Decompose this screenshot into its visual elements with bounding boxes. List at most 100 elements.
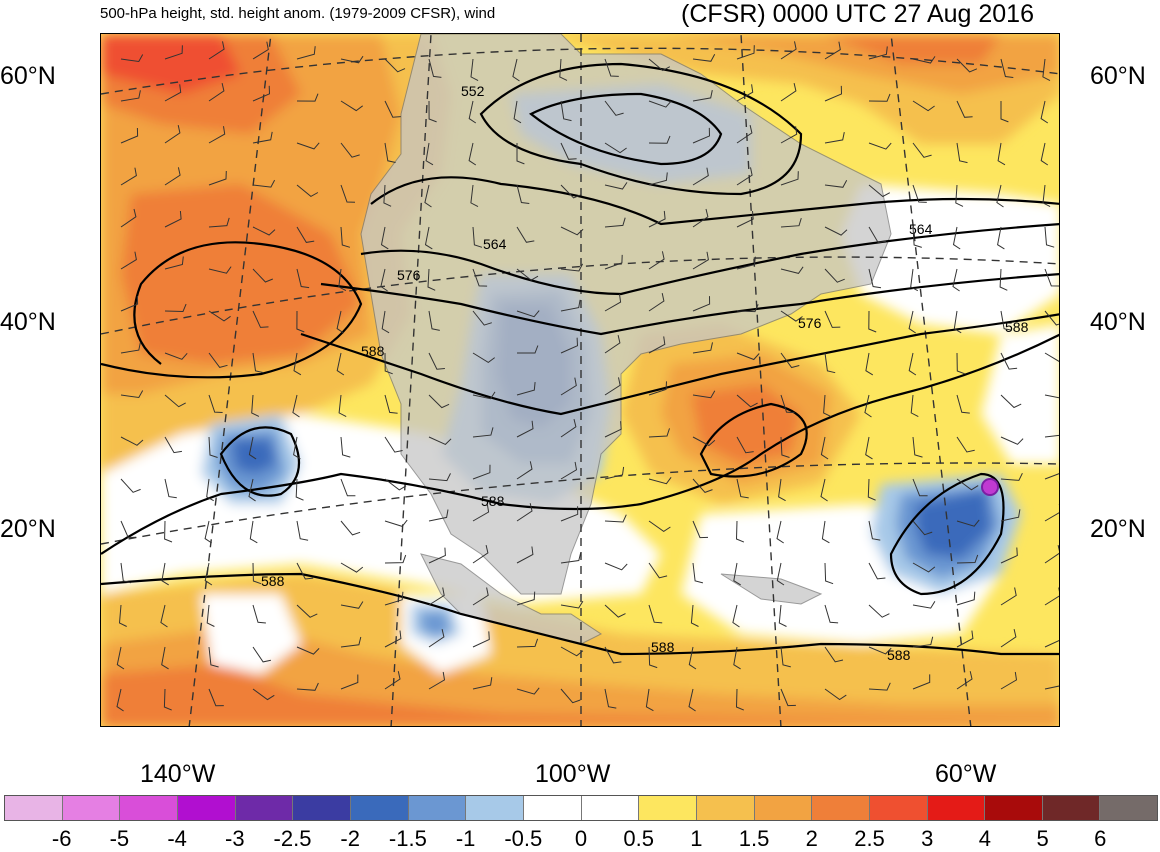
wind-barb (296, 310, 305, 333)
wind-barb (296, 562, 314, 580)
wind-barb (384, 100, 401, 118)
wind-barb (208, 266, 232, 274)
wind-barb (1000, 436, 1024, 445)
wind-barb (780, 352, 800, 369)
wind-barb (208, 41, 225, 60)
colorbar-swatch (5, 796, 63, 820)
wind-barb (648, 520, 671, 533)
wind-barb (383, 184, 392, 207)
wind-barb (249, 520, 258, 544)
colorbar-tick-label: 2.5 (854, 826, 885, 851)
colorbar-swatch (869, 796, 928, 820)
wind-barb (824, 310, 841, 328)
wind-barb (956, 554, 979, 564)
wind-barb (560, 646, 584, 657)
wind-barb (736, 124, 753, 144)
colorbar-swatch (581, 796, 640, 820)
colorbar-tick-label: -2.5 (273, 826, 312, 851)
wind-barb (956, 436, 975, 453)
wind-barb (336, 352, 345, 376)
wind-barb (692, 520, 709, 539)
wind-barb (736, 256, 756, 270)
wind-barb (692, 342, 713, 354)
wind-barb (292, 394, 300, 418)
wind-barb (776, 520, 784, 544)
wind-barb (428, 509, 449, 522)
wind-barb (648, 336, 666, 354)
contour-label: 588 (887, 647, 911, 663)
wind-barb (252, 41, 269, 60)
colorbar-swatch (120, 796, 178, 820)
wind-barb (604, 514, 627, 523)
wind-barb (865, 352, 874, 376)
wind-barb (296, 93, 319, 102)
wind-barb (735, 688, 744, 711)
wind-barb (1000, 509, 1021, 522)
wind-barb (1044, 544, 1059, 564)
map-datetime: (CFSR) 0000 UTC 27 Aug 2016 (681, 0, 1034, 28)
wind-barb (956, 352, 965, 375)
contour-label: 588 (481, 493, 505, 509)
wind-barb (864, 394, 872, 418)
wind-barb (955, 184, 964, 207)
wind-barb (778, 604, 787, 627)
wind-barb (204, 562, 213, 586)
wind-barb (820, 478, 828, 502)
wind-barb (868, 184, 891, 198)
wind-barb (340, 100, 363, 112)
wind-barb (1044, 226, 1055, 248)
wind-barb (1044, 473, 1059, 480)
wind-barb (560, 226, 584, 236)
wind-barb (868, 646, 892, 655)
wind-barb (820, 436, 829, 460)
wind-barb (997, 142, 1006, 166)
wind-barb (252, 268, 273, 283)
colorbar-swatch (696, 796, 755, 820)
wind-barb (692, 208, 709, 228)
wind-barb (648, 172, 668, 186)
wind-barb (560, 552, 582, 564)
wind-barb (912, 601, 936, 609)
wind-barb (252, 604, 266, 624)
wind-barb (1042, 58, 1051, 82)
lat-label-20n-left: 20°N (0, 515, 56, 543)
colorbar-swatch (985, 796, 1043, 820)
wind-barb (604, 562, 628, 571)
wind-barb (780, 171, 799, 186)
wind-barb (164, 84, 182, 102)
wind-barb (472, 544, 489, 564)
wind-barb (824, 131, 845, 144)
wind-barb (692, 390, 716, 399)
wind-barb (868, 268, 882, 289)
wind-barb (512, 58, 520, 82)
wind-barb (604, 182, 628, 190)
wind-barb (996, 184, 1004, 208)
wind-barb (428, 671, 446, 690)
wind-barb (604, 334, 621, 354)
wind-barb (208, 352, 228, 368)
wind-barb (164, 352, 188, 360)
wind-barb (118, 604, 127, 627)
colorbar-swatch (754, 796, 813, 820)
wind-barb (120, 54, 144, 63)
wind-barb (1000, 628, 1017, 648)
wind-barb (248, 478, 256, 502)
wind-barb (604, 100, 624, 116)
wind-barb (384, 519, 408, 527)
wind-barb (252, 352, 264, 374)
wind-barb (296, 184, 319, 198)
wind-barb (868, 142, 892, 150)
colorbar-swatch (639, 796, 697, 820)
wind-barb (252, 688, 275, 701)
wind-barb (208, 688, 224, 707)
map-panel: 552 564 576 588 564 576 588 588 588 588 … (100, 33, 1060, 727)
wind-barb (120, 90, 141, 102)
wind-barb (780, 436, 790, 458)
wind-barb (164, 45, 183, 60)
wind-barb (293, 436, 301, 460)
wind-barb (340, 142, 360, 158)
colorbar-tick-label: -4 (167, 826, 187, 851)
storm-center-marker (981, 478, 999, 496)
wind-barb (560, 184, 582, 199)
wind-barb (252, 646, 272, 663)
